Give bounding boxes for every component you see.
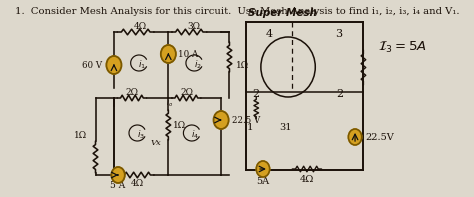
Text: Vx: Vx	[151, 139, 162, 147]
Text: 2: 2	[253, 89, 260, 99]
Text: $i_2$: $i_2$	[194, 59, 201, 71]
Text: 1.  Consider Mesh Analysis for this circuit.  Use Mesh Analysis to find i₁, i₂, : 1. Consider Mesh Analysis for this circu…	[15, 7, 459, 16]
Text: 4Ω: 4Ω	[300, 175, 315, 183]
Circle shape	[161, 45, 176, 63]
Text: 60 V: 60 V	[82, 60, 102, 70]
Circle shape	[106, 56, 121, 74]
Text: 5 A: 5 A	[110, 181, 126, 190]
Circle shape	[256, 161, 270, 177]
Text: 3: 3	[335, 29, 342, 39]
Circle shape	[111, 167, 125, 183]
Text: 22.5 V: 22.5 V	[232, 115, 260, 125]
Text: 4Ω: 4Ω	[134, 21, 147, 31]
Text: 2Ω: 2Ω	[180, 87, 193, 97]
Text: 1Ω: 1Ω	[236, 60, 249, 70]
Text: $i_o$: $i_o$	[166, 97, 173, 109]
Text: 4Ω: 4Ω	[131, 178, 144, 188]
Text: 1: 1	[246, 123, 253, 132]
Text: $i_1$: $i_1$	[138, 59, 146, 71]
Text: 31: 31	[279, 123, 292, 132]
Text: Super Mesh: Super Mesh	[248, 8, 317, 18]
Text: $i_4$: $i_4$	[191, 129, 199, 141]
Text: 10 A: 10 A	[178, 49, 199, 59]
Text: $i_3$: $i_3$	[137, 129, 145, 141]
Text: 4: 4	[266, 29, 273, 39]
Text: 1Ω: 1Ω	[173, 122, 186, 130]
Text: $\mathcal{I}_3 = 5A$: $\mathcal{I}_3 = 5A$	[379, 40, 428, 55]
Text: 2: 2	[337, 89, 344, 99]
Text: 1Ω: 1Ω	[74, 132, 87, 140]
Text: 2Ω: 2Ω	[126, 87, 139, 97]
Text: 5A: 5A	[256, 177, 270, 186]
Circle shape	[214, 111, 228, 129]
Text: 22.5V: 22.5V	[365, 133, 394, 141]
Text: 3Ω: 3Ω	[188, 21, 201, 31]
Circle shape	[348, 129, 362, 145]
